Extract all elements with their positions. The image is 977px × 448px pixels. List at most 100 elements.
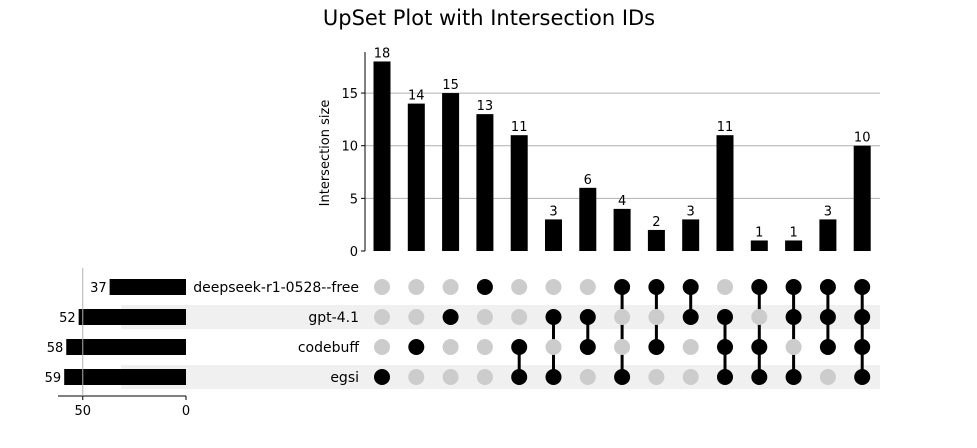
bar-value-label: 3 (549, 204, 557, 219)
bar-value-label: 14 (408, 89, 425, 104)
y-tick-label: 15 (341, 87, 358, 102)
axes: 0 5 10 15 (341, 52, 366, 260)
matrix-dot-active (751, 369, 768, 385)
matrix-dot-active (545, 309, 562, 325)
y-tick-label: 0 (350, 245, 358, 260)
matrix-dot-active (511, 369, 528, 385)
matrix-dot-inactive (614, 339, 631, 355)
y-tick-label: 5 (350, 192, 358, 207)
matrix-dot-active (614, 369, 631, 385)
matrix-dot-active (648, 279, 665, 295)
bar-value-label: 1 (789, 225, 797, 240)
matrix-dot-inactive (408, 309, 425, 325)
intersection-bar (819, 219, 837, 251)
set-size-label: 59 (45, 371, 62, 386)
intersection-bar (442, 93, 460, 251)
bar-value-label: 2 (652, 215, 660, 230)
matrix-dot-active (442, 309, 459, 325)
intersection-bar (647, 229, 665, 251)
matrix-dot-inactive (682, 339, 699, 355)
matrix-dot-active (717, 369, 733, 385)
bar-value-label: 4 (618, 194, 626, 209)
matrix-dot-active (854, 279, 871, 295)
bar-value-label: 10 (854, 131, 871, 146)
matrix-dot-inactive (374, 309, 390, 325)
matrix-dot-active (545, 369, 562, 385)
matrix-dot-active (682, 279, 699, 295)
matrix-dot-inactive (545, 339, 562, 355)
matrix-dot-active (785, 369, 802, 385)
matrix-dot-active (751, 279, 768, 295)
matrix-dot-inactive (408, 279, 425, 295)
set-name-label: deepseek-r1-0528--free (193, 280, 359, 296)
matrix-dot-active (819, 309, 836, 325)
set-size-bars: 37 52 58 59 50 0 (45, 268, 190, 419)
matrix-dot-inactive (579, 369, 596, 385)
matrix-dot-active (579, 309, 596, 325)
bar-value-label: 3 (687, 204, 695, 219)
matrix-dot-active (819, 339, 836, 355)
set-size-bar (78, 309, 186, 325)
intersection-bar (716, 135, 734, 251)
set-size-tick-label: 0 (182, 404, 190, 419)
bar-value-label: 11 (511, 120, 528, 135)
matrix-dot-inactive (442, 279, 459, 295)
matrix-dot-active (614, 279, 631, 295)
matrix-dot-inactive (819, 369, 836, 385)
membership-matrix: deepseek-r1-0528--free gpt-4.1 codebuff egs… (193, 279, 871, 386)
intersection-bar (853, 145, 871, 251)
matrix-dot-inactive (511, 309, 528, 325)
matrix-dot-active (408, 339, 425, 355)
matrix-dot-inactive (511, 279, 528, 295)
matrix-dot-inactive (476, 339, 493, 355)
set-size-tick-label: 50 (75, 404, 92, 419)
set-name-label: egsi (330, 370, 359, 386)
matrix-dot-active (854, 339, 871, 355)
matrix-dot-inactive (442, 339, 459, 355)
matrix-dot-inactive (785, 339, 802, 355)
set-size-label: 52 (59, 311, 76, 326)
matrix-dot-inactive (717, 279, 733, 295)
bar-value-label: 13 (477, 99, 494, 114)
matrix-dot-active (785, 309, 802, 325)
matrix-dot-active (751, 339, 768, 355)
matrix-dot-inactive (751, 309, 768, 325)
bar-value-label: 18 (374, 46, 391, 61)
matrix-dot-active (854, 369, 871, 385)
set-size-bar (64, 369, 186, 385)
intersection-bar (785, 240, 803, 251)
bar-value-label: 3 (824, 204, 832, 219)
intersection-bar (682, 219, 700, 251)
matrix-dot-inactive (442, 369, 459, 385)
matrix-dot-active (819, 279, 836, 295)
matrix-dot-inactive (682, 369, 699, 385)
matrix-dot-inactive (648, 309, 665, 325)
matrix-dot-inactive (408, 369, 425, 385)
intersection-bar (579, 187, 597, 251)
bar-value-label: 6 (584, 173, 592, 188)
matrix-dot-inactive (374, 339, 390, 355)
intersection-bar (407, 103, 425, 251)
set-size-label: 58 (47, 341, 64, 356)
intersection-bar (476, 114, 494, 251)
matrix-dot-inactive (476, 309, 493, 325)
bar-value-label: 15 (442, 78, 459, 93)
y-tick-label: 10 (341, 140, 358, 155)
set-name-label: codebuff (298, 340, 360, 356)
y-axis-label: Intersection size (318, 100, 333, 207)
matrix-dot-inactive (614, 309, 631, 325)
matrix-dot-active (579, 339, 596, 355)
intersection-bar (545, 219, 562, 251)
matrix-dot-active (682, 309, 699, 325)
intersection-bar (510, 135, 528, 251)
matrix-dot-active (854, 309, 871, 325)
matrix-dot-active (511, 339, 528, 355)
chart-title: UpSet Plot with Intersection IDs (323, 6, 655, 30)
bar-value-label: 11 (717, 120, 734, 135)
set-name-label: gpt-4.1 (308, 310, 359, 326)
matrix-dot-active (648, 339, 665, 355)
set-size-bar (66, 339, 186, 355)
